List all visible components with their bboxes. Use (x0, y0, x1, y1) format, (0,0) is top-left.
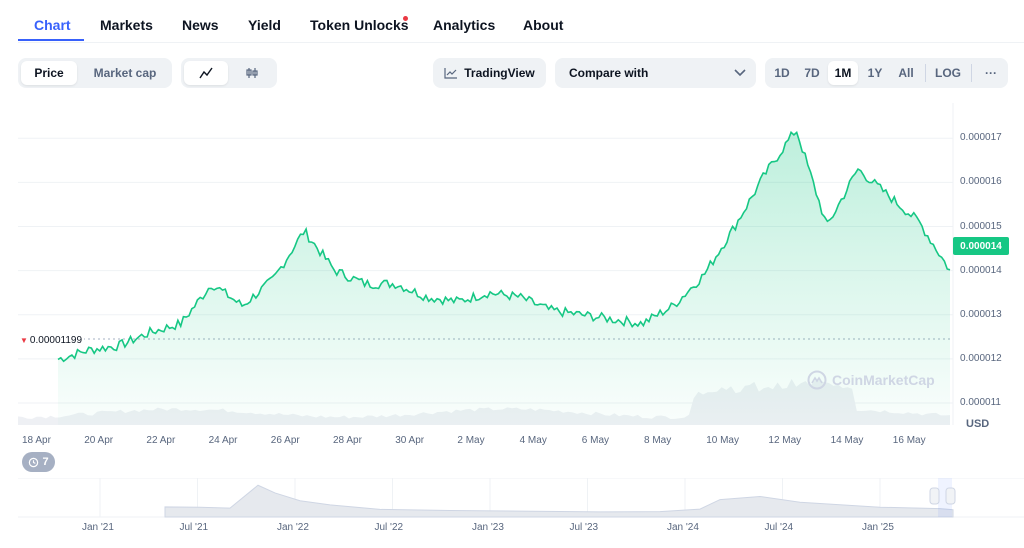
y-tick-label: 0.000011 (960, 396, 1001, 408)
navigator-tick-label: Jul '21 (179, 522, 209, 533)
market-cap-button[interactable]: Market cap (93, 66, 157, 80)
start-price-label: ▼ 0.00001199 (18, 335, 85, 346)
tab-token-unlocks[interactable]: Token Unlocks (310, 17, 409, 33)
top-tab-bar: Chart Markets News Yield Token Unlocks A… (18, 0, 1024, 43)
y-tick-label: 0.000013 (960, 308, 1002, 320)
tab-yield[interactable]: Yield (248, 17, 281, 33)
divider (925, 64, 926, 82)
y-tick-label: 0.000017 (960, 132, 1002, 144)
price-line (57, 130, 951, 363)
price-button[interactable]: Price (21, 61, 77, 85)
more-options-button[interactable]: ··· (985, 66, 997, 80)
navigator-tick-label: Jan '25 (862, 522, 894, 533)
range-navigator[interactable] (0, 478, 1024, 518)
x-tick-label: 16 May (892, 435, 926, 446)
compare-with-select[interactable]: Compare with (555, 58, 756, 88)
y-tick-label: 0.000016 (960, 176, 1002, 188)
tradingview-label: TradingView (464, 66, 535, 80)
line-chart-button[interactable] (184, 61, 228, 85)
tradingview-button[interactable]: TradingView (433, 58, 546, 88)
chevron-down-icon (734, 69, 746, 77)
x-tick-label: 20 Apr (84, 435, 114, 446)
navigator-tick-label: Jul '22 (374, 522, 404, 533)
tab-about[interactable]: About (523, 17, 564, 33)
x-tick-label: 4 May (519, 435, 547, 446)
history-icon (29, 457, 39, 467)
line-chart-icon (199, 67, 213, 79)
range-1y-button[interactable]: 1Y (867, 66, 883, 80)
candle-chart-button[interactable] (230, 61, 274, 85)
tab-markets[interactable]: Markets (100, 17, 153, 33)
navigator-tick-label: Jul '24 (764, 522, 794, 533)
navigator-area (164, 484, 954, 518)
x-tick-label: 22 Apr (146, 435, 176, 446)
y-tick-label: 0.000015 (960, 220, 1002, 232)
candlestick-icon (246, 68, 258, 78)
events-count: 7 (42, 456, 49, 468)
divider (971, 64, 972, 82)
x-tick-label: 28 Apr (333, 435, 362, 446)
log-scale-button[interactable]: LOG (935, 66, 961, 80)
navigator-tick-label: Jan '23 (472, 522, 504, 533)
chart-icon (444, 68, 458, 79)
x-tick-label: 8 May (644, 435, 672, 446)
tab-analytics[interactable]: Analytics (433, 17, 496, 33)
y-tick-label: 0.000012 (960, 352, 1002, 364)
x-tick-label: 30 Apr (395, 435, 425, 446)
x-tick-label: 10 May (706, 435, 739, 446)
range-1m-button[interactable]: 1M (828, 61, 858, 85)
x-tick-label: 18 Apr (22, 435, 51, 446)
navigator-tick-label: Jul '23 (569, 522, 599, 533)
x-tick-label: 14 May (830, 435, 864, 446)
current-price-badge: 0.000014 (953, 237, 1009, 255)
x-tick-label: 26 Apr (270, 435, 300, 446)
x-tick-label: 6 May (581, 435, 610, 446)
range-1d-button[interactable]: 1D (774, 66, 790, 80)
navigator-left-handle[interactable] (929, 487, 940, 505)
tab-news[interactable]: News (182, 17, 219, 33)
x-tick-label: 12 May (768, 435, 802, 446)
range-all-button[interactable]: All (898, 66, 914, 80)
coinmarketcap-logo-icon (807, 370, 827, 390)
notification-dot (403, 16, 408, 21)
chart-type-toggle (181, 58, 277, 88)
start-price-value: 0.00001199 (29, 335, 83, 346)
y-tick-label: 0.000014 (960, 264, 1002, 276)
watermark: CoinMarketCap (807, 370, 935, 390)
navigator-tick-label: Jan '22 (277, 522, 309, 533)
watermark-label: CoinMarketCap (832, 372, 935, 388)
x-tick-label: 24 Apr (208, 435, 238, 446)
navigator-tick-label: Jan '21 (82, 522, 114, 533)
price-area (58, 132, 950, 426)
x-tick-label: 2 May (457, 435, 485, 446)
currency-label: USD (966, 418, 990, 430)
down-marker-icon: ▼ (20, 336, 28, 345)
navigator-right-handle[interactable] (945, 487, 956, 505)
range-7d-button[interactable]: 7D (804, 66, 820, 80)
time-range-selector: 1D 7D 1M 1Y All LOG ··· (765, 58, 1008, 88)
price-chart[interactable] (0, 95, 1024, 435)
chart-metric-toggle: Price Market cap (18, 58, 172, 88)
events-badge[interactable]: 7 (22, 452, 55, 472)
active-tab-indicator (18, 39, 84, 41)
tab-chart[interactable]: Chart (34, 17, 71, 33)
compare-with-placeholder: Compare with (569, 66, 649, 80)
navigator-tick-label: Jan '24 (667, 522, 699, 533)
